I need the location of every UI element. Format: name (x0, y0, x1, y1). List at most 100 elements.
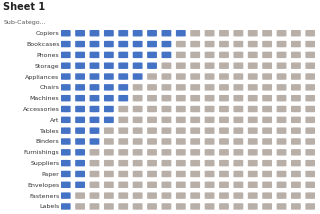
FancyBboxPatch shape (90, 160, 100, 166)
FancyBboxPatch shape (104, 192, 114, 199)
FancyBboxPatch shape (262, 73, 272, 80)
Text: Sheet 1: Sheet 1 (3, 2, 45, 12)
FancyBboxPatch shape (133, 106, 142, 112)
FancyBboxPatch shape (276, 203, 286, 210)
FancyBboxPatch shape (90, 52, 100, 58)
FancyBboxPatch shape (205, 181, 214, 188)
FancyBboxPatch shape (162, 127, 171, 134)
FancyBboxPatch shape (248, 127, 258, 134)
FancyBboxPatch shape (75, 30, 85, 36)
FancyBboxPatch shape (133, 138, 142, 145)
FancyBboxPatch shape (162, 181, 171, 188)
FancyBboxPatch shape (248, 181, 258, 188)
FancyBboxPatch shape (133, 117, 142, 123)
FancyBboxPatch shape (190, 62, 200, 69)
FancyBboxPatch shape (234, 117, 243, 123)
FancyBboxPatch shape (118, 138, 128, 145)
FancyBboxPatch shape (176, 106, 186, 112)
FancyBboxPatch shape (90, 192, 100, 199)
FancyBboxPatch shape (234, 192, 243, 199)
FancyBboxPatch shape (176, 62, 186, 69)
FancyBboxPatch shape (90, 106, 100, 112)
FancyBboxPatch shape (75, 192, 85, 199)
FancyBboxPatch shape (75, 117, 85, 123)
FancyBboxPatch shape (118, 41, 128, 47)
FancyBboxPatch shape (262, 181, 272, 188)
FancyBboxPatch shape (219, 62, 229, 69)
FancyBboxPatch shape (248, 106, 258, 112)
FancyBboxPatch shape (162, 62, 171, 69)
FancyBboxPatch shape (133, 84, 142, 91)
FancyBboxPatch shape (90, 138, 100, 145)
FancyBboxPatch shape (276, 84, 286, 91)
FancyBboxPatch shape (219, 41, 229, 47)
FancyBboxPatch shape (305, 30, 315, 36)
FancyBboxPatch shape (75, 160, 85, 166)
FancyBboxPatch shape (305, 106, 315, 112)
FancyBboxPatch shape (61, 117, 71, 123)
FancyBboxPatch shape (162, 52, 171, 58)
FancyBboxPatch shape (190, 203, 200, 210)
FancyBboxPatch shape (75, 73, 85, 80)
FancyBboxPatch shape (147, 181, 157, 188)
FancyBboxPatch shape (234, 203, 243, 210)
FancyBboxPatch shape (90, 117, 100, 123)
FancyBboxPatch shape (219, 117, 229, 123)
FancyBboxPatch shape (61, 138, 71, 145)
FancyBboxPatch shape (104, 84, 114, 91)
FancyBboxPatch shape (219, 30, 229, 36)
FancyBboxPatch shape (190, 127, 200, 134)
FancyBboxPatch shape (190, 117, 200, 123)
FancyBboxPatch shape (291, 84, 301, 91)
FancyBboxPatch shape (75, 106, 85, 112)
FancyBboxPatch shape (305, 95, 315, 101)
FancyBboxPatch shape (291, 181, 301, 188)
FancyBboxPatch shape (104, 106, 114, 112)
FancyBboxPatch shape (262, 84, 272, 91)
FancyBboxPatch shape (118, 149, 128, 156)
FancyBboxPatch shape (262, 106, 272, 112)
FancyBboxPatch shape (219, 160, 229, 166)
FancyBboxPatch shape (276, 52, 286, 58)
FancyBboxPatch shape (291, 95, 301, 101)
FancyBboxPatch shape (162, 30, 171, 36)
FancyBboxPatch shape (291, 171, 301, 177)
FancyBboxPatch shape (176, 41, 186, 47)
FancyBboxPatch shape (162, 106, 171, 112)
FancyBboxPatch shape (162, 73, 171, 80)
FancyBboxPatch shape (234, 95, 243, 101)
FancyBboxPatch shape (104, 73, 114, 80)
FancyBboxPatch shape (61, 181, 71, 188)
FancyBboxPatch shape (104, 160, 114, 166)
FancyBboxPatch shape (190, 95, 200, 101)
FancyBboxPatch shape (61, 149, 71, 156)
FancyBboxPatch shape (162, 192, 171, 199)
FancyBboxPatch shape (205, 192, 214, 199)
FancyBboxPatch shape (190, 160, 200, 166)
FancyBboxPatch shape (205, 149, 214, 156)
FancyBboxPatch shape (205, 52, 214, 58)
FancyBboxPatch shape (234, 84, 243, 91)
FancyBboxPatch shape (176, 181, 186, 188)
FancyBboxPatch shape (90, 30, 100, 36)
FancyBboxPatch shape (276, 30, 286, 36)
FancyBboxPatch shape (234, 127, 243, 134)
FancyBboxPatch shape (276, 73, 286, 80)
FancyBboxPatch shape (118, 171, 128, 177)
FancyBboxPatch shape (75, 41, 85, 47)
FancyBboxPatch shape (248, 138, 258, 145)
FancyBboxPatch shape (190, 52, 200, 58)
FancyBboxPatch shape (305, 127, 315, 134)
FancyBboxPatch shape (176, 160, 186, 166)
FancyBboxPatch shape (305, 52, 315, 58)
FancyBboxPatch shape (248, 117, 258, 123)
FancyBboxPatch shape (234, 171, 243, 177)
FancyBboxPatch shape (133, 52, 142, 58)
FancyBboxPatch shape (147, 171, 157, 177)
FancyBboxPatch shape (133, 41, 142, 47)
FancyBboxPatch shape (276, 127, 286, 134)
FancyBboxPatch shape (176, 138, 186, 145)
FancyBboxPatch shape (262, 203, 272, 210)
FancyBboxPatch shape (133, 30, 142, 36)
FancyBboxPatch shape (133, 192, 142, 199)
